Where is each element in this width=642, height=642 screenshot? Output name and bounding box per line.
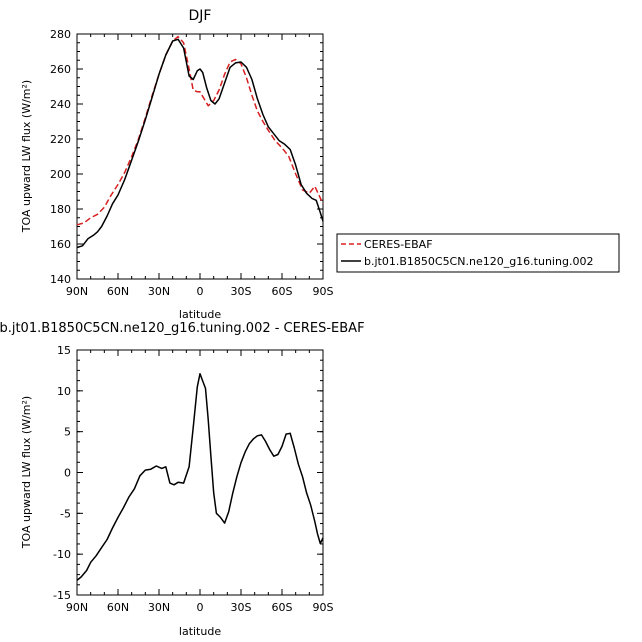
panel-bottom-ticks: 90N 60N 30N 0 30S 60S 90S -15 -10 -5 0 5 10 15	[53, 344, 333, 614]
panel-top-ylabel: TOA upward LW flux (W/m²)	[20, 80, 33, 233]
x-tick-label: 90S	[313, 285, 334, 298]
y-tick-label: -10	[53, 548, 71, 561]
legend-label-model: b.jt01.B1850C5CN.ne120_g16.tuning.002	[364, 255, 593, 268]
x-tick-label: 0	[197, 285, 204, 298]
x-tick-label: 60N	[107, 285, 129, 298]
y-tick-label: 140	[50, 273, 71, 286]
x-tick-label: 90N	[66, 285, 88, 298]
x-tick-label: 30N	[148, 601, 170, 614]
y-tick-label: 260	[50, 63, 71, 76]
panel-bottom-frame	[76, 349, 324, 596]
y-tick-label: 280	[50, 28, 71, 41]
panel-bottom-ylabel: TOA upward LW flux (W/m²)	[20, 396, 33, 549]
x-tick-label: 30S	[231, 601, 252, 614]
panel-top: DJF 90N 60N 30N 0 30S 60S 90S 140 160 180 200 220 24…	[20, 8, 620, 321]
y-tick-label: 0	[64, 467, 71, 480]
y-tick-label: 160	[50, 238, 71, 251]
y-tick-label: 200	[50, 168, 71, 181]
x-tick-label: 60S	[272, 601, 293, 614]
y-tick-label: 10	[57, 385, 71, 398]
y-tick-label: -15	[53, 589, 71, 602]
series-line-0	[76, 372, 324, 581]
legend-box	[336, 233, 620, 273]
x-tick-label: 60S	[272, 285, 293, 298]
panel-top-series	[76, 35, 324, 249]
y-tick-label: 5	[64, 426, 71, 439]
panel-top-xlabel: latitude	[179, 308, 221, 321]
panel-top-frame	[76, 33, 324, 280]
x-tick-label: 30S	[231, 285, 252, 298]
x-tick-label: 0	[197, 601, 204, 614]
panel-top-ticks: 90N 60N 30N 0 30S 60S 90S 140 160 180 200 220 240 260…	[50, 28, 334, 298]
x-tick-label: 90S	[313, 601, 334, 614]
legend-label-ceres: CERES-EBAF	[364, 238, 433, 251]
panel-bottom-title: b.jt01.B1850C5CN.ne120_g16.tuning.002 - …	[0, 321, 365, 336]
x-tick-label: 30N	[148, 285, 170, 298]
series-line-1	[76, 38, 324, 249]
y-tick-label: 180	[50, 203, 71, 216]
legend: CERES-EBAF b.jt01.B1850C5CN.ne120_g16.tu…	[336, 233, 620, 273]
panel-bottom-series	[76, 372, 324, 581]
y-tick-label: 240	[50, 98, 71, 111]
y-tick-label: 220	[50, 133, 71, 146]
y-tick-label: 15	[57, 344, 71, 357]
y-tick-label: -5	[60, 507, 71, 520]
x-tick-label: 90N	[66, 601, 88, 614]
panel-bottom: b.jt01.B1850C5CN.ne120_g16.tuning.002 - …	[0, 321, 365, 638]
x-tick-label: 60N	[107, 601, 129, 614]
series-line-0	[76, 35, 324, 226]
panel-top-title: DJF	[189, 8, 212, 24]
panel-bottom-xlabel: latitude	[179, 625, 221, 638]
